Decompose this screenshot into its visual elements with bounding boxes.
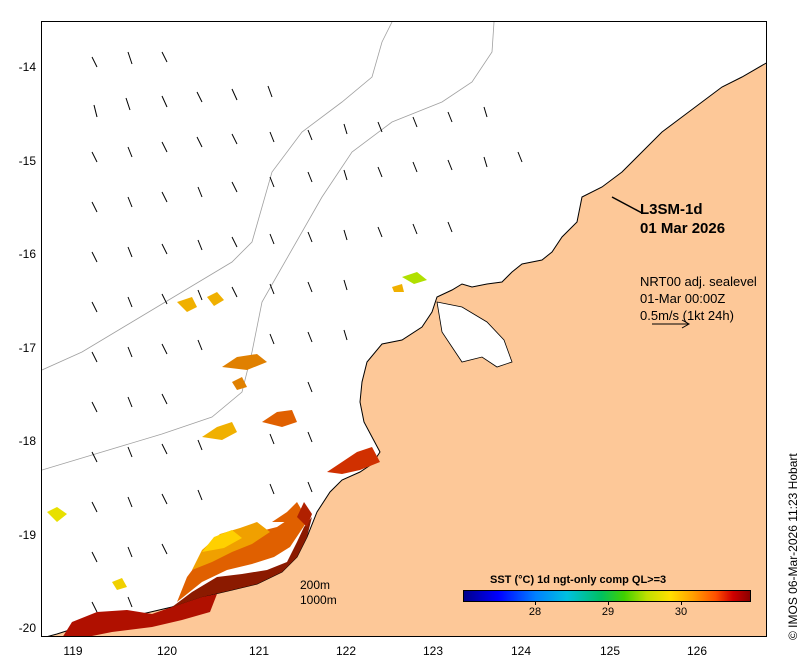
y-tick-label: -15 [18, 154, 36, 168]
y-tick-label: -14 [18, 60, 36, 74]
colorbar-tick [608, 601, 609, 605]
x-tick-label: 119 [63, 644, 83, 658]
map-frame[interactable] [41, 21, 767, 637]
product-name: L3SM-1d [640, 201, 703, 218]
y-tick-label: -20 [18, 621, 36, 635]
y-tick-label: -16 [18, 247, 36, 261]
colorbar-tick-label: 28 [528, 606, 542, 618]
y-tick-label: -19 [18, 528, 36, 542]
isobath-legend: 200m 1000m [300, 578, 337, 608]
x-tick-label: 126 [686, 644, 708, 658]
isobath-1000: 1000m [300, 593, 337, 607]
title-pointer [611, 196, 643, 214]
current-source: NRT00 adj. sealevel [640, 274, 757, 289]
x-tick-label: 120 [156, 644, 178, 658]
isobath-lines [42, 22, 495, 471]
colorbar-tick-label: 30 [674, 606, 688, 618]
inlet-water [436, 301, 513, 368]
current-vectors [91, 51, 523, 613]
current-legend: NRT00 adj. sealevel 01-Mar 00:00Z 0.5m/s… [640, 273, 757, 324]
x-tick-label: 121 [248, 644, 270, 658]
colorbar-tick-label: 29 [601, 606, 615, 618]
credit-text: © IMOS 06-Mar-2026 11:23 Hobart [786, 453, 800, 640]
y-tick-label: -17 [18, 341, 36, 355]
scale-arrow-icon [652, 319, 691, 329]
x-tick-label: 123 [422, 644, 444, 658]
sst-colorbar [463, 590, 751, 602]
sst-patches [47, 272, 427, 636]
colorbar-tick [535, 601, 536, 605]
colorbar-title: SST (°C) 1d ngt-only comp QL>=3 [490, 574, 667, 586]
current-time: 01-Mar 00:00Z [640, 291, 726, 306]
x-tick-label: 122 [335, 644, 357, 658]
colorbar-tick [681, 601, 682, 605]
isobath-200: 200m [300, 578, 331, 592]
x-tick-label: 125 [599, 644, 621, 658]
current-scale: 0.5m/s (1kt 24h) [640, 308, 734, 323]
x-tick-label: 124 [510, 644, 532, 658]
y-tick-label: -18 [18, 434, 36, 448]
sst-map [42, 22, 766, 636]
product-date: 01 Mar 2026 [640, 220, 726, 237]
product-title: L3SM-1d 01 Mar 2026 [640, 200, 725, 238]
land-mass [47, 62, 766, 636]
